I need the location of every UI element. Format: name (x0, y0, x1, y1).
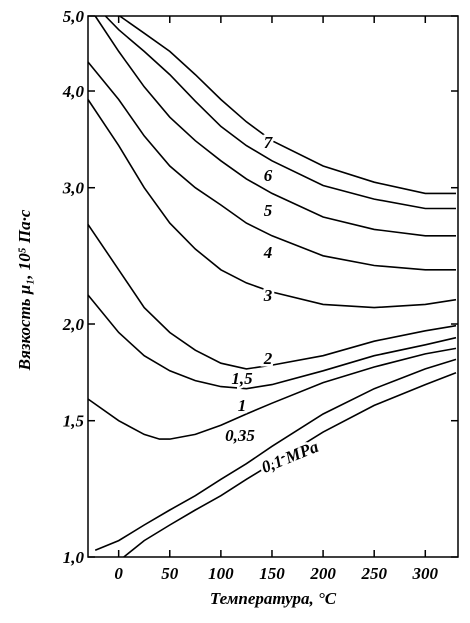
series-label: 3 (263, 286, 273, 305)
x-tick-label: 200 (309, 564, 336, 583)
x-tick-label: 50 (161, 564, 179, 583)
series-label: 7 (264, 133, 274, 152)
curve (87, 294, 457, 390)
curve (87, 99, 457, 309)
curve (94, 15, 456, 237)
y-tick-label: 4,0 (62, 82, 85, 101)
x-tick-label: 150 (259, 564, 285, 583)
curve (87, 61, 456, 271)
x-tick-label: 100 (208, 564, 234, 583)
curve (87, 347, 457, 440)
series-label: 6 (264, 166, 273, 185)
y-tick-label: 2,0 (62, 315, 85, 334)
series-label: 0,1 MPa (259, 437, 322, 477)
y-tick-label: 3,0 (62, 179, 85, 198)
curve (87, 223, 457, 370)
y-axis-title: Вязкость μ₁, 10⁵ Па·с (15, 209, 34, 371)
x-tick-label: 0 (114, 564, 123, 583)
curve (104, 15, 456, 210)
series-label: 1 (238, 396, 247, 415)
series-label: 2 (263, 349, 273, 368)
y-tick-label: 1,0 (63, 548, 85, 567)
y-tick-label: 5,0 (63, 7, 85, 26)
series-label: 0,35 (225, 426, 255, 445)
curve (119, 15, 456, 195)
curve (94, 358, 457, 552)
x-axis-title: Температура, °С (210, 589, 337, 608)
y-tick-label: 1,5 (63, 412, 85, 431)
series-label: 5 (264, 201, 273, 220)
x-tick-label: 300 (412, 564, 439, 583)
plot-frame (87, 15, 459, 558)
series-label: 1,5 (231, 369, 253, 388)
curve (123, 372, 457, 558)
x-tick-label: 250 (360, 564, 387, 583)
series-label: 4 (263, 243, 273, 262)
